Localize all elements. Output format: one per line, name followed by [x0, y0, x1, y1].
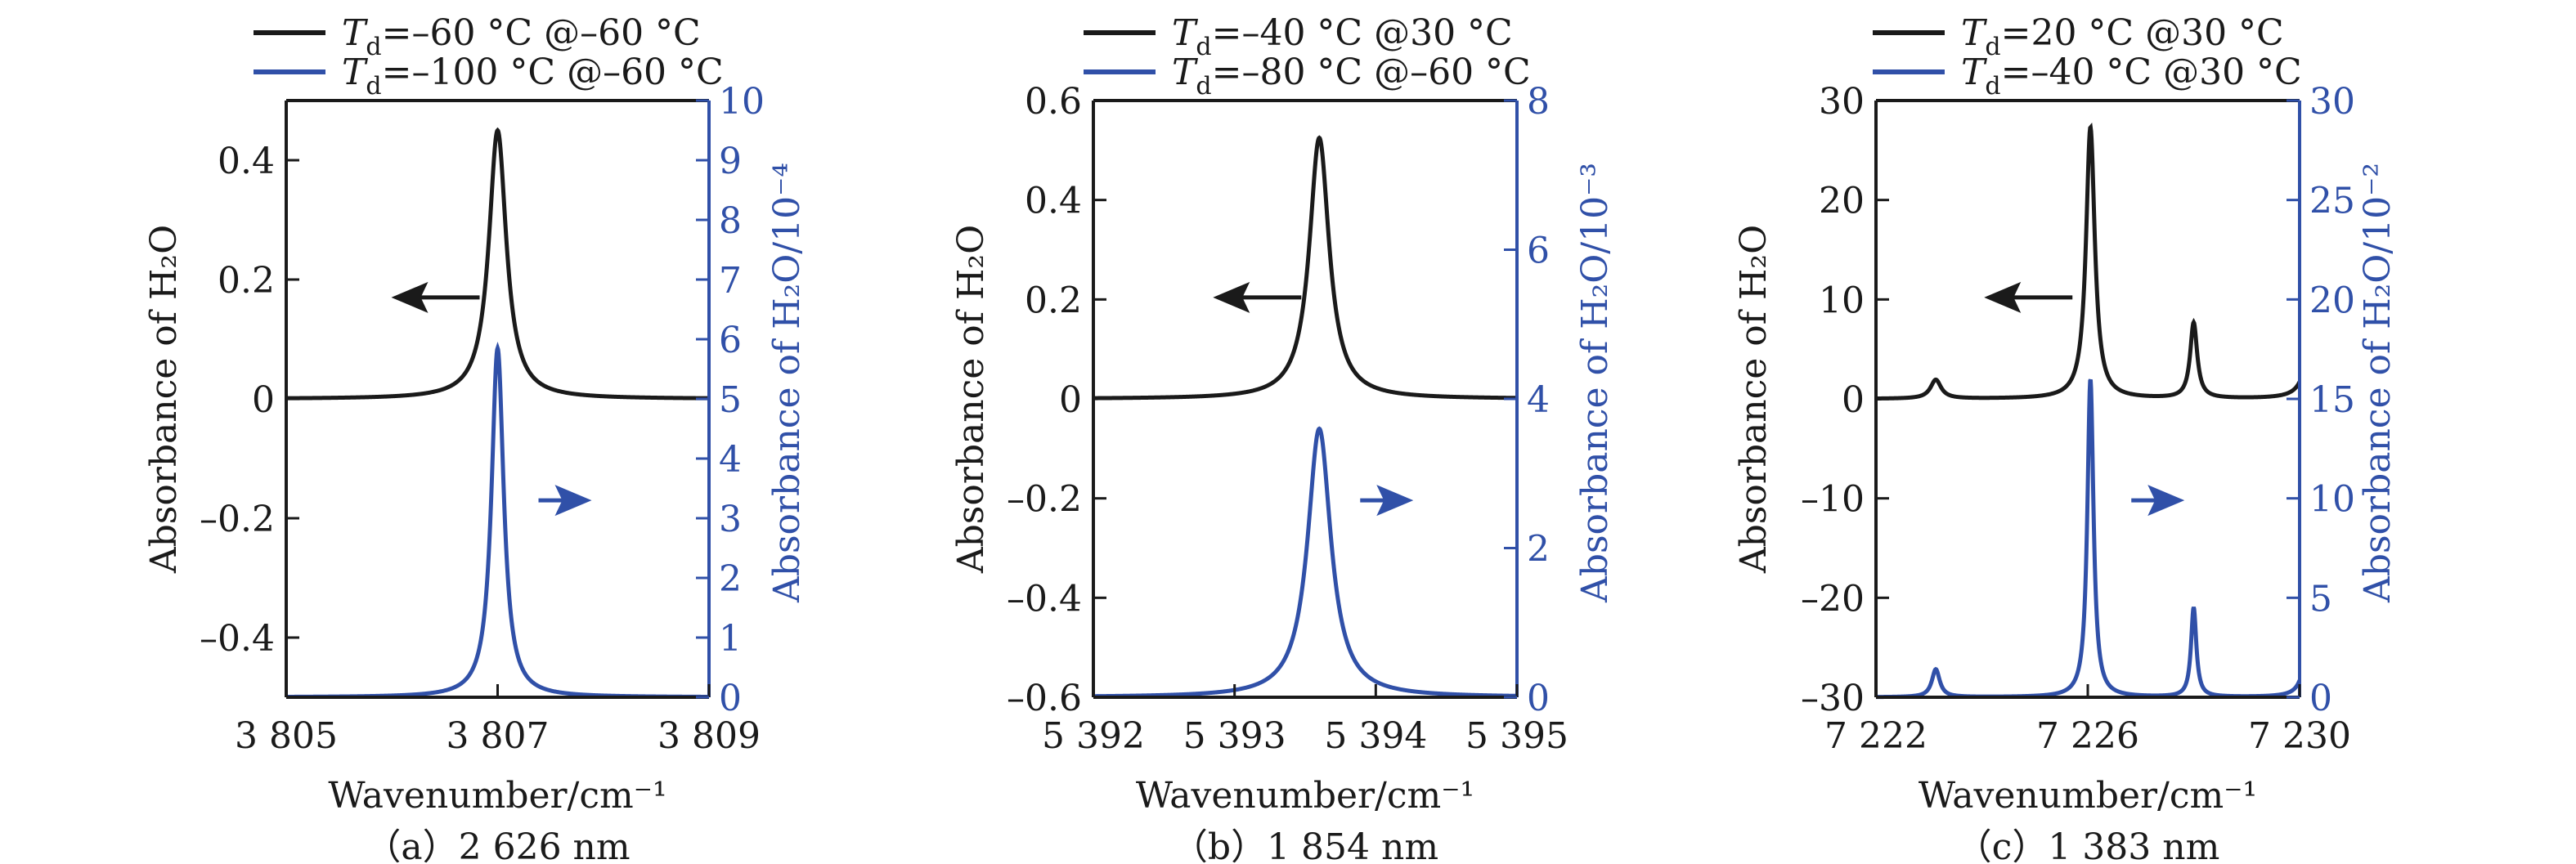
y-left-tick-label: –0.6 — [1007, 678, 1082, 719]
legend-label-series-1: Td=–60 °C @–60 °C — [342, 12, 701, 61]
y-left-tick-label: 10 — [1819, 280, 1865, 321]
x-tick-label: 5 393 — [1183, 715, 1286, 757]
x-tick-label: 7 226 — [2036, 715, 2139, 757]
plot-area: 3 805 3 807 3 809 –0.4 –0.2 0 0.2 0.4 0 1 2 3 4 5 6 7 8 9… — [200, 81, 765, 757]
x-tick-label: 5 395 — [1465, 715, 1568, 757]
y-right-tick-label: 25 — [2309, 181, 2355, 222]
y-left-tick-label: 0.4 — [1025, 181, 1082, 222]
panel-caption: （c）1 383 nm — [1956, 826, 2220, 864]
y-left-tick-label: 30 — [1819, 81, 1865, 123]
y-left-tick-label: 0.2 — [218, 260, 275, 302]
x-axis-title: Wavenumber/cm⁻¹ — [1919, 775, 2257, 817]
y-right-tick-label: 15 — [2309, 379, 2355, 421]
y-axis-left-title: Absorbance of H₂O — [1733, 225, 1775, 574]
y-right-tick-label: 10 — [719, 81, 765, 123]
legend-label-series-1: Td=20 °C @30 °C — [1961, 12, 2284, 61]
y-left-tick-label: –10 — [1801, 479, 1865, 521]
y-right-tick-label: 0 — [2309, 678, 2332, 719]
y-right-tick-label: 3 — [719, 499, 742, 540]
legend-label-series-2: Td=–80 °C @–60 °C — [1172, 51, 1531, 101]
arrow-left-icon — [391, 281, 480, 313]
y-right-tick-label: 4 — [719, 439, 742, 481]
y-right-tick-label: 2 — [1527, 529, 1550, 571]
panel-a: Td=–60 °C @–60 °C Td=–100 °C @–60 °C 3 8… — [143, 12, 808, 864]
x-axis-title: Wavenumber/cm⁻¹ — [328, 775, 666, 817]
y-left-tick-label: –0.2 — [1007, 479, 1082, 521]
y-left-tick-label: –0.2 — [200, 499, 275, 540]
legend: Td=–40 °C @30 °C Td=–80 °C @–60 °C — [1084, 12, 1531, 101]
y-right-tick-label: 1 — [719, 618, 742, 660]
y-axis-left-title: Absorbance of H₂O — [143, 225, 185, 574]
x-tick-label: 3 807 — [447, 715, 550, 757]
panel-c: Td=20 °C @30 °C Td=–40 °C @30 °C 7 222 7 … — [1733, 12, 2399, 864]
arrow-right-icon — [2131, 485, 2185, 517]
legend: Td=–60 °C @–60 °C Td=–100 °C @–60 °C — [254, 12, 724, 101]
legend-label-series-2: Td=–100 °C @–60 °C — [342, 51, 724, 101]
y-left-tick-label: 0.6 — [1025, 81, 1082, 123]
y-right-tick-label: 5 — [2309, 578, 2332, 620]
x-tick-label: 3 809 — [657, 715, 761, 757]
panel-b: Td=–40 °C @30 °C Td=–80 °C @–60 °C 5 392… — [950, 12, 1616, 864]
x-tick-label: 5 392 — [1042, 715, 1145, 757]
y-right-tick-label: 7 — [719, 260, 742, 302]
y-axis-left-title: Absorbance of H₂O — [950, 225, 992, 574]
y-axis-right-title: Absorbance of H₂O/10⁻⁴ — [766, 163, 808, 603]
y-left-tick-label: –30 — [1801, 678, 1865, 719]
legend: Td=20 °C @30 °C Td=–40 °C @30 °C — [1873, 12, 2302, 101]
y-right-tick-label: 8 — [719, 200, 742, 242]
plot-area: 5 392 5 393 5 394 5 395 –0.6 –0.4 –0.2 0 0.2 0.4 0… — [1007, 81, 1568, 757]
y-axis-right-title: Absorbance of H₂O/10⁻² — [2357, 163, 2399, 603]
y-right-tick-label: 4 — [1527, 379, 1550, 421]
legend-label-series-1: Td=–40 °C @30 °C — [1172, 12, 1513, 61]
y-right-tick-label: 20 — [2309, 280, 2355, 321]
y-left-tick-label: –0.4 — [1007, 578, 1082, 620]
y-left-tick-label: 0 — [1842, 379, 1865, 421]
y-left-tick-label: 0.2 — [1025, 280, 1082, 321]
x-tick-label: 3 805 — [235, 715, 338, 757]
y-right-tick-label: 10 — [2309, 479, 2355, 521]
series-line-2 — [1093, 426, 1517, 699]
arrow-right-icon — [1360, 485, 1414, 517]
legend-label-series-2: Td=–40 °C @30 °C — [1961, 51, 2302, 101]
x-axis-title: Wavenumber/cm⁻¹ — [1136, 775, 1474, 817]
y-left-tick-label: 0.4 — [218, 141, 275, 182]
y-left-tick-label: –0.4 — [200, 618, 275, 660]
y-left-tick-label: 0 — [252, 379, 275, 421]
arrow-left-icon — [1213, 281, 1302, 313]
x-tick-label: 5 394 — [1324, 715, 1427, 757]
y-axis-right-title: Absorbance of H₂O/10⁻³ — [1574, 163, 1616, 603]
y-right-tick-label: 6 — [1527, 231, 1550, 272]
y-right-tick-label: 5 — [719, 379, 742, 421]
y-right-tick-label: 6 — [719, 320, 742, 361]
y-right-tick-label: 2 — [719, 558, 742, 600]
series-line-2 — [286, 342, 709, 699]
plot-area: 7 222 7 226 7 230 –30 –20 –10 0 10 20 30 0 5 10 15 20 2… — [1801, 81, 2355, 757]
y-right-tick-label: 30 — [2309, 81, 2355, 123]
x-tick-label: 7 230 — [2248, 715, 2351, 757]
series-line-1 — [1093, 135, 1517, 401]
panel-caption: （a）2 626 nm — [365, 826, 630, 864]
y-right-tick-label: 8 — [1527, 81, 1550, 123]
y-right-tick-label: 9 — [719, 141, 742, 182]
series-line-1 — [1876, 123, 2300, 401]
arrow-left-icon — [1984, 281, 2073, 313]
y-left-tick-label: –20 — [1801, 578, 1865, 620]
series-line-2 — [1876, 378, 2300, 700]
y-right-tick-label: 0 — [1527, 678, 1550, 719]
y-left-tick-label: 0 — [1059, 379, 1082, 421]
y-left-tick-label: 20 — [1819, 181, 1865, 222]
panel-caption: （b）1 854 nm — [1172, 826, 1438, 864]
x-tick-label: 7 222 — [1824, 715, 1928, 757]
y-right-tick-label: 0 — [719, 678, 742, 719]
series-line-1 — [286, 127, 709, 401]
arrow-right-icon — [538, 485, 592, 517]
